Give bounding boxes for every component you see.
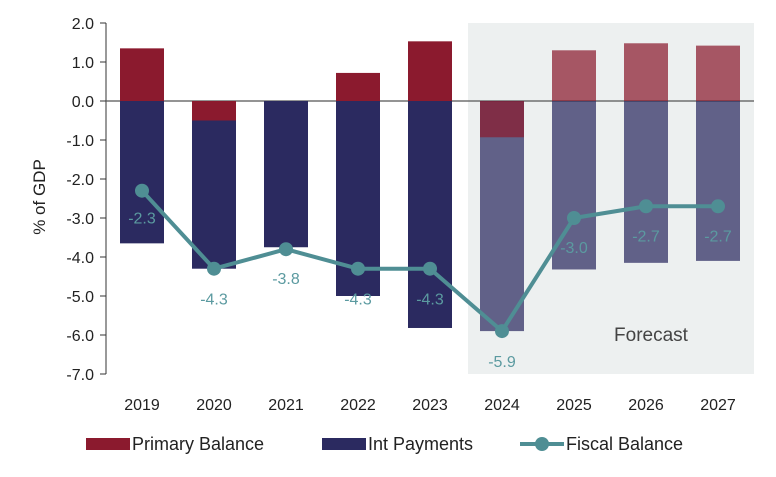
int-payments-bar (624, 101, 668, 263)
fiscal-balance-point (495, 324, 509, 339)
x-tick-label: 2019 (124, 397, 160, 414)
x-tick-label: 2022 (340, 397, 376, 414)
fiscal-balance-point (351, 261, 365, 276)
x-tick-label: 2027 (700, 397, 736, 414)
primary-balance-bar (624, 43, 668, 101)
primary-balance-bar (552, 50, 596, 101)
x-tick-label: 2021 (268, 397, 304, 414)
primary-balance-bar (336, 72, 380, 101)
legend-int-payments-label: Int Payments (368, 434, 473, 454)
y-tick-label: -1.0 (66, 133, 94, 150)
fiscal-balance-point (279, 242, 293, 257)
legend-primary-balance-swatch (86, 438, 130, 450)
fiscal-balance-point (207, 261, 221, 276)
forecast-annotation: Forecast (614, 325, 689, 346)
data-label: -2.3 (128, 211, 156, 228)
fiscal-balance-point (567, 211, 581, 225)
data-label: -5.9 (488, 354, 516, 371)
y-tick-label: -3.0 (66, 211, 94, 228)
int-payments-bar (264, 101, 308, 248)
fiscal-balance-point (135, 183, 149, 198)
legend-primary-balance-label: Primary Balance (132, 434, 264, 454)
legend-fiscal-balance-marker (535, 437, 549, 451)
int-payments-bar (408, 101, 452, 328)
primary-balance-bar (120, 48, 164, 101)
x-tick-label: 2020 (196, 397, 232, 414)
x-tick-label: 2025 (556, 397, 592, 414)
data-label: -4.3 (200, 292, 228, 309)
data-label: -4.3 (344, 292, 372, 309)
primary-balance-bar (192, 101, 236, 121)
y-tick-label: -7.0 (66, 367, 94, 384)
int-payments-bar (120, 101, 164, 244)
primary-balance-bar (408, 41, 452, 101)
data-label: -2.7 (632, 228, 660, 245)
x-tick-label: 2023 (412, 397, 448, 414)
primary-balance-bar (480, 101, 524, 138)
fiscal-balance-point (711, 199, 725, 214)
y-tick-label: 0.0 (72, 94, 94, 111)
legend: Primary Balance Int Payments Fiscal Balanc… (86, 434, 683, 454)
data-label: -4.3 (416, 292, 444, 309)
y-tick-label: -2.0 (66, 172, 94, 189)
y-tick-label: -6.0 (66, 328, 94, 345)
data-label: -2.7 (704, 228, 732, 245)
int-payments-bar (192, 101, 236, 269)
int-payments-bar (480, 101, 524, 332)
y-tick-label: -4.0 (66, 250, 94, 267)
primary-balance-bar (696, 45, 740, 101)
data-label: -3.0 (560, 240, 588, 257)
fiscal-balance-point (423, 261, 437, 276)
fiscal-balance-point (639, 199, 653, 214)
y-axis-title: % of GDP (30, 159, 49, 235)
x-tick-label: 2024 (484, 397, 520, 414)
y-tick-label: 2.0 (72, 16, 94, 33)
int-payments-bar (696, 101, 740, 261)
y-tick-label: -5.0 (66, 289, 94, 306)
legend-int-payments-swatch (322, 438, 366, 450)
y-tick-label: 1.0 (72, 55, 94, 72)
x-tick-label: 2026 (628, 397, 664, 414)
data-label: -3.8 (272, 271, 300, 288)
legend-fiscal-balance-label: Fiscal Balance (566, 434, 683, 454)
